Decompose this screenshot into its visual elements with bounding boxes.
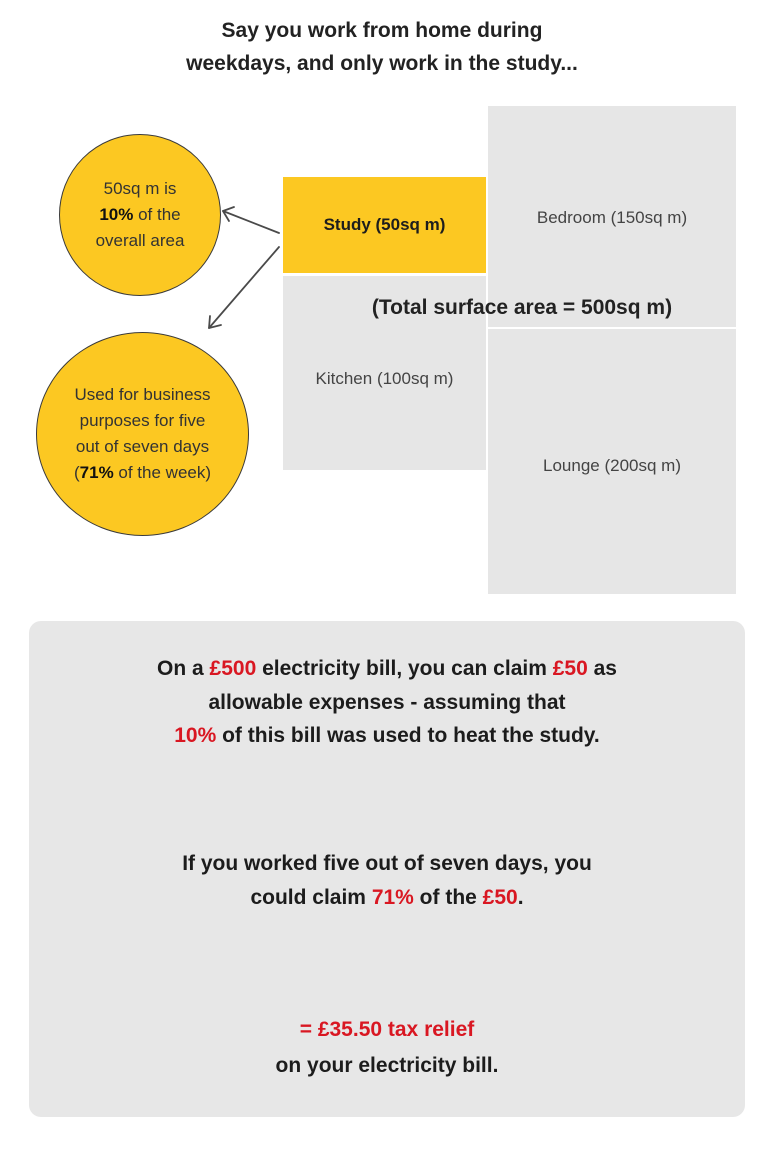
study-label: Study (50sq m) [323, 215, 446, 234]
s2-text-a: could claim [250, 886, 372, 909]
s2-percent: 71% [371, 886, 414, 909]
time-line-2: purposes for five [79, 411, 206, 430]
calculation-panel: On a £500 electricity bill, you can clai… [29, 621, 745, 1117]
heading-line-1: Say you work from home during [221, 19, 543, 42]
result-line-1: = £35.50 tax relief [299, 1018, 475, 1041]
time-open-paren: ( [73, 463, 80, 482]
s1-percent: 10% [174, 724, 217, 747]
time-line-1: Used for business [74, 385, 211, 404]
time-percent: 71% [79, 463, 114, 482]
arrow-study-to-area-circle [222, 206, 280, 234]
kitchen-room: Kitchen (100sq m) [283, 276, 486, 470]
s1-claim-amount: £50 [552, 657, 588, 680]
statement-1-line-2: allowable expenses - assuming that [208, 691, 566, 714]
study-room: Study (50sq m) [283, 177, 486, 273]
s1-text-a: On a [157, 657, 210, 680]
statement-2-line-1: If you worked five out of seven days, yo… [182, 852, 592, 875]
lounge-label: Lounge (200sq m) [543, 455, 681, 475]
page-heading: Say you work from home during weekdays, … [0, 14, 764, 80]
time-line-4: of the week) [113, 463, 212, 482]
s2-text-c: of the [413, 886, 483, 909]
statement-1-line-1: On a £500 electricity bill, you can clai… [29, 652, 745, 685]
area-line-1: 50sq m is [103, 179, 177, 198]
usage-time-circle: Used for business purposes for five out … [36, 332, 249, 536]
result-line-2: on your electricity bill. [275, 1054, 499, 1077]
area-line-3: overall area [95, 231, 185, 250]
s1-bill-amount: £500 [209, 657, 257, 680]
s2-amount: £50 [482, 886, 518, 909]
statement-1-line-3: 10% of this bill was used to heat the st… [29, 719, 745, 752]
area-line-2: of the [133, 205, 181, 224]
area-percent: 10% [99, 205, 134, 224]
bedroom-label: Bedroom (150sq m) [536, 208, 688, 227]
s1-text-g: of this bill was used to heat the study. [216, 724, 600, 747]
total-area-label: (Total surface area = 500sq m) [371, 296, 673, 319]
s1-text-e: as [587, 657, 617, 680]
s2-text-e: . [517, 886, 524, 909]
arrow-study-to-time-circle [208, 246, 280, 329]
s1-text-c: electricity bill, you can claim [256, 657, 553, 680]
lounge-room: Lounge (200sq m) [488, 329, 736, 594]
kitchen-label: Kitchen (100sq m) [315, 369, 454, 388]
bedroom-room: Bedroom (150sq m) [488, 106, 736, 327]
area-percentage-circle: 50sq m is 10% of the overall area [59, 134, 221, 296]
heading-line-2: weekdays, and only work in the study... [186, 52, 578, 75]
time-line-3: out of seven days [75, 437, 210, 456]
statement-2-line-2: could claim 71% of the £50. [29, 881, 745, 914]
